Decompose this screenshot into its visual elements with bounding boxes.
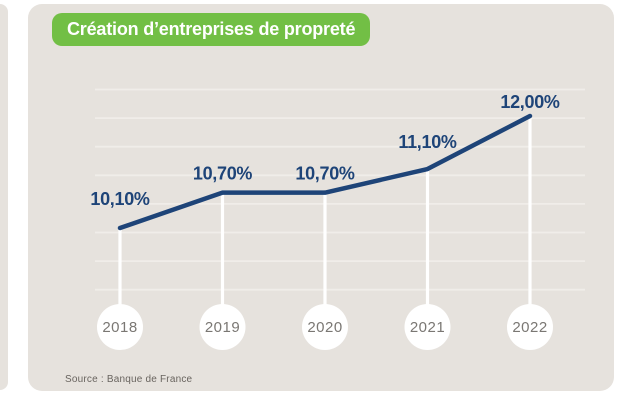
- value-label: 12,00%: [500, 92, 560, 112]
- value-label: 10,10%: [90, 189, 150, 209]
- value-label: 11,10%: [398, 132, 457, 152]
- year-label: 2020: [307, 319, 342, 336]
- trend-line: [117, 113, 533, 231]
- year-label: 2021: [410, 319, 445, 336]
- year-label: 2018: [102, 319, 137, 336]
- year-circle: [199, 304, 246, 350]
- adjacent-card-edge: [0, 4, 8, 390]
- source-caption: Source : Banque de France: [65, 374, 193, 385]
- year-label: 2022: [512, 319, 547, 336]
- year-label: 2019: [205, 319, 240, 336]
- year-circle: [302, 304, 348, 350]
- page-title: Création d’entreprises de propreté: [52, 13, 371, 46]
- value-label: 10,70%: [193, 164, 253, 184]
- value-label: 10,70%: [295, 164, 355, 184]
- year-circle: [404, 304, 451, 350]
- year-circle: [97, 304, 143, 350]
- year-circle: [507, 304, 553, 350]
